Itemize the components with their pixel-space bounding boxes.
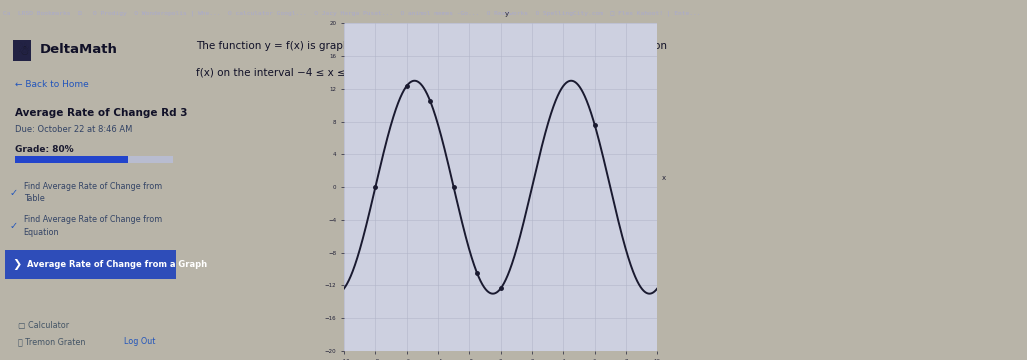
Text: ☃: ☃: [18, 44, 31, 58]
Text: Equation: Equation: [24, 228, 60, 237]
Text: x: x: [662, 175, 667, 181]
Text: ✓: ✓: [9, 188, 17, 198]
Text: Find Average Rate of Change from: Find Average Rate of Change from: [24, 182, 162, 191]
Bar: [14, 156, 173, 163]
Text: Average Rate of Change from a Graph: Average Rate of Change from a Graph: [28, 260, 207, 269]
Text: Average Rate of Change Rd 3: Average Rate of Change Rd 3: [14, 108, 187, 118]
Text: Log Out: Log Out: [123, 337, 155, 346]
Text: ❯: ❯: [12, 259, 23, 270]
Text: Grade: 80%: Grade: 80%: [14, 145, 73, 154]
Text: f(x) on the interval −4 ≤ x ≤ −3?: f(x) on the interval −4 ≤ x ≤ −3?: [196, 68, 370, 78]
Text: Table: Table: [24, 194, 44, 203]
Text: y: y: [504, 11, 508, 17]
Bar: [12, 40, 31, 61]
Text: Find Average Rate of Change from: Find Average Rate of Change from: [24, 215, 162, 224]
Text: Ca  LRSD Bookmarks  ⊡   O Prodigy  O Wonderopolis | Whe...  O calculator Googl..: Ca LRSD Bookmarks ⊡ O Prodigy O Wonderop…: [3, 10, 700, 16]
Bar: [5, 251, 177, 279]
Text: ← Back to Home: ← Back to Home: [14, 80, 88, 89]
Text: ▢ Calculator: ▢ Calculator: [18, 321, 69, 330]
Text: ✓: ✓: [9, 221, 17, 231]
Text: DeltaMath: DeltaMath: [40, 44, 118, 57]
Text: Due: October 22 at 8:46 AM: Due: October 22 at 8:46 AM: [14, 125, 131, 134]
Text: The function y = f(x) is graphed below. What is the average rate of change of th: The function y = f(x) is graphed below. …: [196, 41, 668, 51]
Text: 👤 Tremon Graten: 👤 Tremon Graten: [18, 337, 85, 346]
Bar: [14, 156, 128, 163]
